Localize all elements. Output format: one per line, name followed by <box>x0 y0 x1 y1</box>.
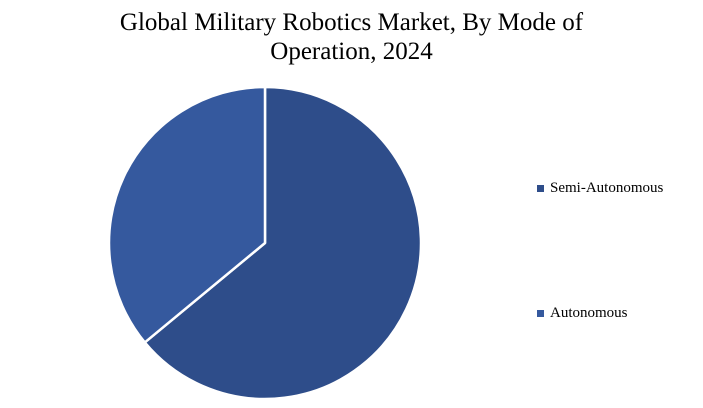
legend-swatch-semi-autonomous <box>537 185 544 192</box>
chart-title-line-2: Operation, 2024 <box>270 38 433 65</box>
legend: Semi-Autonomous Autonomous <box>537 0 703 408</box>
chart-title: Global Military Robotics Market, By Mode… <box>0 8 703 66</box>
legend-item-autonomous: Autonomous <box>537 305 628 322</box>
legend-label-semi-autonomous: Semi-Autonomous <box>550 180 664 196</box>
legend-label-autonomous: Autonomous <box>550 305 628 321</box>
legend-item-semi-autonomous: Semi-Autonomous <box>537 180 663 197</box>
chart-title-line-1: Global Military Robotics Market, By Mode… <box>119 9 584 36</box>
legend-swatch-autonomous <box>537 310 544 317</box>
pie-slice-semi-autonomous <box>143 85 423 401</box>
pie-slice-autonomous <box>107 85 267 344</box>
